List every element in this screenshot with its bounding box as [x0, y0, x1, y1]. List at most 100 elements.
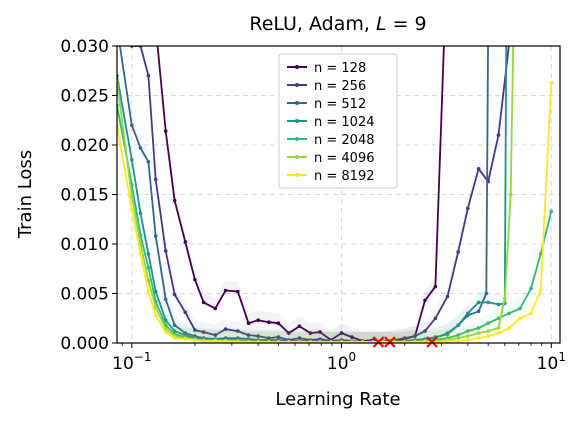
data-point	[445, 294, 450, 299]
y-tick-label: 0.005	[60, 285, 109, 305]
data-point	[246, 333, 251, 337]
data-point	[223, 339, 228, 343]
data-point	[256, 334, 260, 338]
data-point	[193, 277, 197, 282]
data-point	[193, 338, 197, 342]
data-point	[507, 311, 512, 316]
x-axis-title: Learning Rate	[275, 389, 400, 410]
data-point	[507, 326, 512, 330]
data-point	[130, 207, 134, 212]
data-point	[466, 334, 470, 338]
data-point	[115, 24, 119, 28]
data-point	[486, 329, 491, 333]
x-axis: 10−1 100 101	[112, 343, 566, 374]
data-point	[549, 209, 554, 214]
data-point	[286, 340, 291, 343]
data-point	[350, 340, 354, 343]
y-tick-label: 0.000	[60, 334, 109, 354]
data-point	[308, 331, 313, 335]
data-point	[476, 331, 481, 335]
data-point	[223, 288, 228, 293]
legend-label: n = 2048	[314, 133, 374, 148]
data-point	[538, 288, 543, 293]
data-point	[153, 289, 158, 294]
data-point	[508, 192, 513, 197]
legend-marker	[295, 119, 299, 123]
data-point	[213, 333, 218, 337]
data-point	[223, 327, 228, 331]
data-point	[276, 321, 281, 326]
data-point	[256, 340, 260, 343]
data-point	[443, 24, 447, 28]
data-point	[433, 284, 438, 289]
data-point	[514, 24, 518, 28]
data-point	[201, 300, 206, 305]
data-point	[146, 73, 151, 78]
data-point	[392, 340, 396, 343]
data-point	[329, 340, 333, 343]
data-point	[402, 340, 407, 343]
legend-entry: n = 4096	[287, 151, 374, 166]
legend-marker	[295, 65, 299, 69]
x-tick-label: 10−1	[112, 350, 151, 374]
data-point	[213, 306, 218, 311]
data-point	[402, 336, 407, 340]
legend-label: n = 8192	[314, 169, 374, 184]
y-axis-title: Train Loss	[15, 150, 36, 239]
data-point	[445, 339, 450, 343]
data-point	[538, 252, 543, 256]
data-point	[476, 336, 481, 340]
data-point	[183, 337, 188, 341]
data-point	[505, 24, 509, 28]
data-point	[130, 123, 134, 127]
x-tick-label: 101	[537, 350, 566, 374]
data-point	[267, 340, 271, 343]
data-point	[201, 330, 206, 334]
data-point	[147, 24, 151, 28]
series	[117, 72, 554, 343]
legend-label: n = 256	[314, 79, 366, 94]
data-point	[486, 24, 490, 28]
data-point	[154, 24, 158, 28]
data-point	[146, 252, 151, 256]
y-tick-label: 0.030	[60, 37, 109, 57]
data-point	[371, 340, 375, 343]
data-point	[146, 278, 151, 283]
data-point	[486, 321, 491, 326]
y-tick-label: 0.015	[60, 186, 109, 206]
data-point	[146, 266, 151, 270]
data-point	[466, 329, 470, 333]
legend-label: n = 512	[314, 97, 366, 112]
data-point	[172, 336, 177, 340]
divergence-marker	[372, 336, 385, 348]
data-point	[267, 320, 271, 325]
data-point	[413, 340, 417, 343]
data-point	[549, 80, 554, 85]
data-point	[236, 340, 240, 343]
data-point	[130, 194, 134, 199]
data-point	[236, 289, 240, 294]
divergence-markers	[372, 336, 438, 348]
x-tick-label: 100	[327, 350, 356, 374]
data-point	[456, 339, 461, 343]
data-point	[297, 340, 302, 343]
data-point	[512, 24, 516, 28]
data-point	[360, 340, 365, 343]
data-point	[163, 297, 168, 302]
data-point	[476, 309, 481, 314]
legend-box	[278, 53, 398, 189]
data-point	[529, 311, 533, 316]
data-point	[138, 252, 143, 256]
data-point	[172, 323, 177, 328]
data-point	[518, 316, 522, 321]
data-point	[486, 334, 491, 338]
data-point	[236, 329, 240, 333]
data-point	[130, 24, 134, 28]
chart-title: ReLU, Adam, L = 9	[249, 13, 426, 35]
data-point	[172, 292, 177, 297]
data-point	[115, 24, 119, 28]
data-point	[413, 334, 417, 338]
data-point	[445, 331, 450, 335]
data-point	[423, 298, 427, 303]
